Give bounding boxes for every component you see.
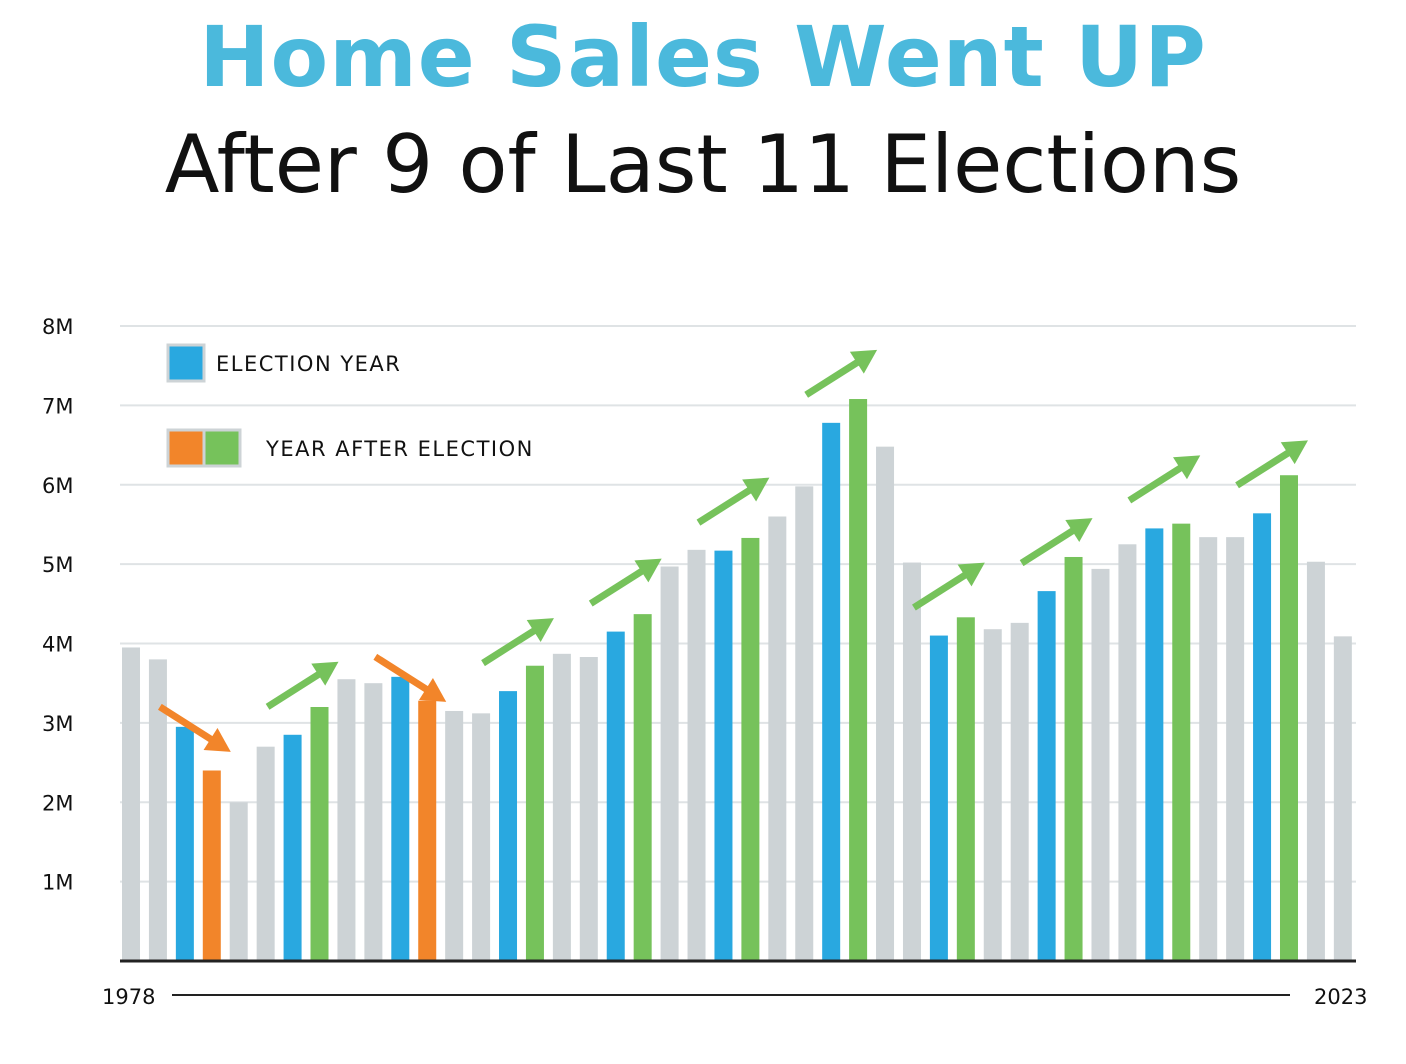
trend-arrow-up [265, 661, 339, 710]
trend-arrow-up [1019, 518, 1093, 567]
trend-arrow-down [157, 703, 231, 752]
bar-2005 [849, 399, 868, 961]
y-tick-label: 2M [42, 791, 73, 815]
legend-swatch-after-down [166, 428, 206, 468]
bar-1986 [337, 679, 356, 961]
bar-2017 [1172, 523, 1191, 961]
bar-1983 [256, 746, 275, 961]
x-end-label: 2023 [1314, 985, 1367, 1009]
bar-2007 [902, 562, 921, 961]
bar-1988 [391, 676, 410, 961]
bar-1985 [310, 707, 329, 961]
y-tick-label: 6M [42, 474, 73, 498]
bar-2022 [1306, 561, 1325, 961]
legend-label-election: ELECTION YEAR [216, 352, 401, 376]
bar-1987 [364, 683, 383, 961]
bar-2015 [1118, 544, 1137, 961]
trend-arrow-up [804, 349, 878, 398]
legend-label-after-election: YEAR AFTER ELECTION [265, 437, 534, 461]
bar-2016 [1145, 528, 1164, 961]
bar-2002 [768, 516, 787, 961]
bar-2023 [1333, 636, 1352, 961]
bar-2013 [1064, 556, 1083, 961]
bar-1991 [472, 713, 491, 961]
bar-2004 [822, 422, 841, 961]
bar-1993 [525, 665, 544, 961]
y-tick-label: 7M [42, 394, 73, 418]
bar-2009 [956, 617, 975, 961]
bar-1980 [175, 726, 194, 961]
legend-swatch-after-up [202, 428, 242, 468]
bar-2018 [1199, 537, 1218, 961]
y-tick-label: 4M [42, 633, 73, 657]
bar-1992 [499, 691, 518, 961]
trend-arrow-up [912, 562, 985, 611]
chart-title-line-1: Home Sales Went UP [199, 8, 1207, 106]
legend: ELECTION YEAR YEAR AFTER ELECTION [166, 343, 534, 468]
x-start-label: 1978 [102, 985, 155, 1009]
bar-2003 [795, 486, 814, 961]
bar-2014 [1091, 568, 1110, 961]
trend-arrow-up [1235, 440, 1308, 489]
bar-1997 [633, 614, 652, 961]
bar-2011 [1010, 622, 1029, 961]
y-axis-tick-labels: 1M 2M 3M 4M 5M 6M 7M 8M [42, 315, 73, 895]
bar-2008 [929, 635, 948, 961]
trend-arrow-down [373, 653, 447, 702]
bars [122, 399, 1352, 961]
chart-title-line-2: After 9 of Last 11 Elections [164, 118, 1242, 211]
bar-2021 [1279, 475, 1298, 961]
bar-2012 [1037, 591, 1056, 961]
trend-arrow-up [481, 618, 554, 667]
bar-2006 [876, 446, 895, 961]
bar-1996 [606, 631, 625, 961]
y-tick-label: 8M [42, 315, 73, 339]
bar-2020 [1253, 513, 1272, 961]
bar-1978 [122, 647, 140, 961]
bar-1984 [283, 734, 302, 961]
trend-arrow-up [1127, 455, 1201, 504]
bar-1999 [687, 549, 706, 961]
trend-arrows [157, 349, 1308, 752]
bar-1979 [148, 659, 167, 961]
bar-1989 [418, 700, 437, 961]
gridlines [120, 325, 1356, 883]
bar-1995 [579, 656, 598, 961]
bar-2000 [714, 550, 733, 961]
bar-1990 [445, 710, 464, 961]
y-tick-label: 3M [42, 712, 73, 736]
legend-swatch-election [166, 343, 206, 383]
y-tick-label: 5M [42, 553, 73, 577]
trend-arrow-up [696, 477, 770, 526]
trend-arrow-up [588, 558, 662, 607]
bar-1982 [229, 802, 248, 961]
bar-2019 [1226, 537, 1245, 961]
bar-2010 [983, 629, 1002, 961]
bar-1998 [660, 566, 679, 961]
y-tick-label: 1M [42, 871, 73, 895]
bar-1994 [552, 653, 571, 961]
bar-2001 [741, 537, 760, 961]
bar-1981 [202, 770, 221, 961]
